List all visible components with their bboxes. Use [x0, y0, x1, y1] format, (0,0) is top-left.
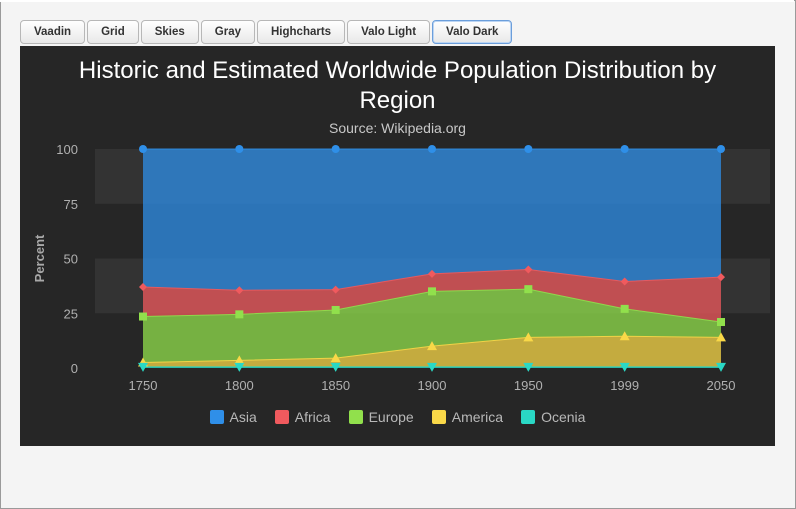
- legend-item-africa[interactable]: Africa: [274, 409, 331, 425]
- legend-item-europe[interactable]: Europe: [348, 409, 414, 425]
- legend-label-america: America: [451, 409, 504, 425]
- marker-ocenia-1900: [427, 362, 437, 372]
- marker-europe-1999: [620, 304, 629, 313]
- marker-europe-1950: [524, 285, 533, 294]
- area-europe: [143, 289, 721, 363]
- chart-title: Historic and Estimated Worldwide Populat…: [78, 57, 717, 114]
- x-tick-label-1800: 1800: [225, 378, 254, 393]
- theme-button-valo-dark[interactable]: Valo Dark: [432, 20, 513, 44]
- marker-africa-1750: [139, 282, 147, 291]
- population-chart: Historic and Estimated Worldwide Populat…: [20, 46, 775, 446]
- y-tick-label-50: 50: [64, 252, 78, 267]
- y-tick-label-75: 75: [64, 197, 78, 212]
- legend-swatch-europe: [348, 410, 363, 424]
- chart-plot-svg: 0 25 50 75 100 Percent 1750 1800 1850 1900 1950 199…: [32, 142, 770, 393]
- theme-button-grid[interactable]: Grid: [87, 20, 139, 44]
- marker-europe-1750: [139, 312, 147, 321]
- x-tick-label-2050: 2050: [707, 378, 736, 393]
- marker-africa-2050: [717, 273, 725, 282]
- marker-europe-1900: [428, 287, 436, 296]
- marker-africa-1800: [235, 286, 244, 295]
- marker-africa-1850: [331, 285, 340, 294]
- legend-swatch-america: [431, 410, 446, 424]
- marker-asia-1750: [139, 145, 147, 153]
- marker-ocenia-1950: [523, 362, 534, 372]
- marker-asia-1850: [331, 145, 340, 153]
- legend-swatch-ocenia: [521, 410, 536, 424]
- chart-subtitle: Source: Wikipedia.org: [329, 120, 466, 136]
- marker-ocenia-1999: [619, 362, 630, 372]
- marker-asia-1999: [620, 145, 629, 153]
- marker-america-1850: [330, 353, 341, 363]
- marker-africa-1999: [620, 277, 629, 286]
- y-tick-label-25: 25: [64, 306, 78, 321]
- legend-label-europe: Europe: [368, 409, 414, 425]
- theme-button-skies[interactable]: Skies: [140, 20, 199, 44]
- marker-america-1999: [619, 331, 630, 341]
- marker-europe-1800: [235, 310, 244, 319]
- theme-button-valo-light[interactable]: Valo Light: [347, 20, 431, 44]
- legend-label-africa: Africa: [294, 409, 331, 425]
- marker-asia-1800: [235, 145, 244, 153]
- marker-africa-1900: [428, 269, 436, 278]
- marker-europe-1850: [331, 305, 340, 314]
- legend-item-america[interactable]: America: [431, 409, 504, 425]
- theme-button-gray[interactable]: Gray: [200, 20, 255, 44]
- legend-label-ocenia: Ocenia: [541, 409, 586, 425]
- x-tick-label-1750: 1750: [129, 378, 158, 393]
- marker-asia-2050: [717, 145, 725, 153]
- marker-america-1900: [427, 341, 437, 351]
- marker-ocenia-1750: [138, 362, 148, 372]
- frame-top-edge: [0, 0, 794, 2]
- marker-ocenia-1800: [234, 362, 245, 372]
- legend-label-asia: Asia: [229, 409, 257, 425]
- x-tick-label-1950: 1950: [514, 378, 543, 393]
- theme-button-vaadin[interactable]: Vaadin: [20, 20, 86, 44]
- marker-africa-1950: [524, 265, 533, 274]
- y-tick-label-0: 0: [71, 361, 78, 376]
- y-axis-title: Percent: [32, 234, 47, 282]
- marker-ocenia-2050: [716, 362, 726, 372]
- x-tick-label-1850: 1850: [321, 378, 350, 393]
- legend-item-asia[interactable]: Asia: [209, 409, 257, 425]
- marker-asia-1950: [524, 145, 533, 153]
- legend-swatch-africa: [274, 410, 289, 424]
- chart-legend: Asia Africa Europe America Ocenia: [20, 409, 775, 425]
- theme-toolbar: Vaadin Grid Skies Gray Highcharts Valo L…: [20, 20, 513, 44]
- marker-america-1950: [523, 332, 534, 342]
- theme-button-highcharts[interactable]: Highcharts: [257, 20, 346, 44]
- area-africa: [143, 269, 721, 323]
- legend-swatch-asia: [209, 410, 224, 424]
- x-tick-label-1900: 1900: [418, 378, 447, 393]
- x-tick-label-1999: 1999: [610, 378, 639, 393]
- y-tick-label-100: 100: [56, 142, 78, 157]
- marker-america-1800: [234, 355, 245, 365]
- legend-item-ocenia[interactable]: Ocenia: [521, 409, 585, 425]
- marker-europe-2050: [717, 318, 725, 327]
- marker-ocenia-1850: [330, 362, 341, 372]
- marker-america-2050: [716, 332, 726, 342]
- marker-asia-1900: [428, 145, 436, 153]
- area-asia: [143, 149, 721, 291]
